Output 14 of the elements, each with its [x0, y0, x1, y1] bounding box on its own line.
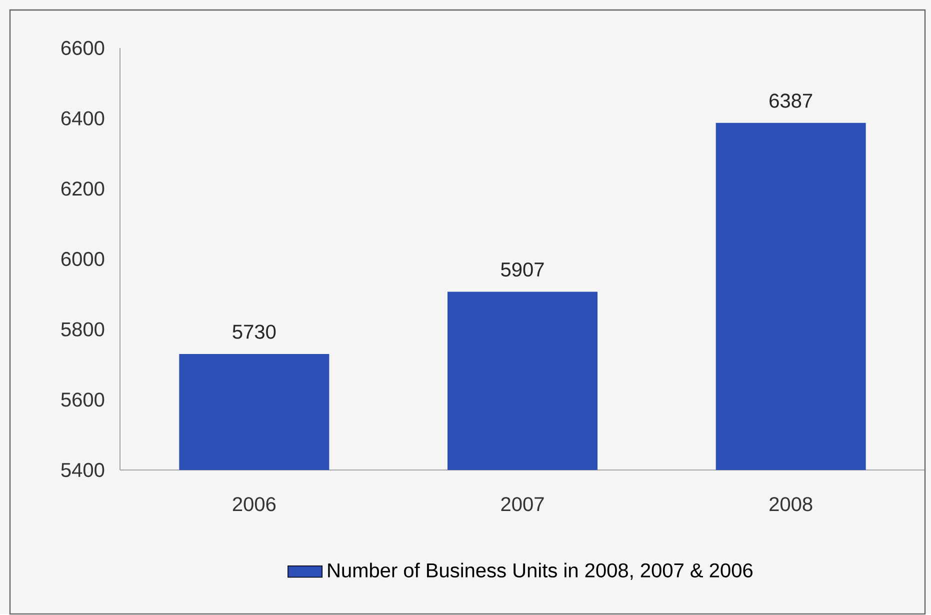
data-label: 5730: [232, 324, 276, 340]
y-tick-label: 5400: [61, 463, 104, 478]
y-tick-label: 6000: [61, 252, 104, 266]
x-tick-label: 2007: [501, 497, 544, 512]
x-tick-label: 2008: [770, 497, 812, 512]
y-tick-label: 6600: [61, 41, 104, 56]
y-tick-label: 5800: [61, 322, 104, 337]
data-label: 5907: [501, 262, 544, 277]
y-tick-label: 6200: [61, 182, 104, 196]
y-tick-label: 5600: [61, 392, 104, 407]
x-tick-label: 2006: [232, 497, 276, 512]
data-label: 6387: [770, 94, 812, 108]
legend-label: Number of Business Units in 2008, 2007 & 2006: [328, 562, 752, 580]
y-tick-label: 6400: [61, 111, 104, 126]
